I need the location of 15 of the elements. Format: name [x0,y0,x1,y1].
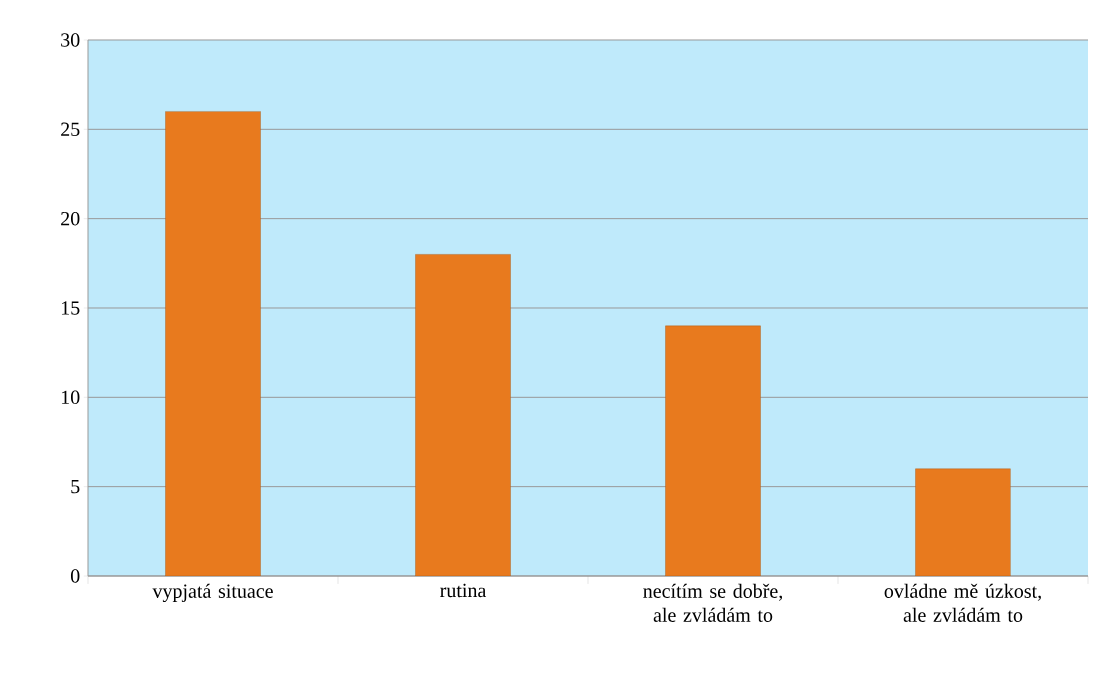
x-tick-label: vypjatá situace [152,583,273,603]
bar [915,468,1011,576]
y-tick-label: 0 [70,569,80,583]
y-tick-label: 15 [61,301,80,315]
bar [665,325,761,576]
bar [415,254,511,576]
y-tick-label: 10 [61,390,80,405]
y-tick-label: 30 [61,33,80,47]
x-tick-label: ovládne mě úzkost, ale zvládám to [884,583,1041,622]
bar [165,111,261,576]
y-tick-label: 20 [61,211,80,226]
x-tick-label: rutina [440,583,487,598]
x-tick-label: necítím se dobře, ale zvládám to [643,583,782,622]
y-tick-label: 25 [61,122,80,137]
y-tick-label: 5 [71,480,80,494]
